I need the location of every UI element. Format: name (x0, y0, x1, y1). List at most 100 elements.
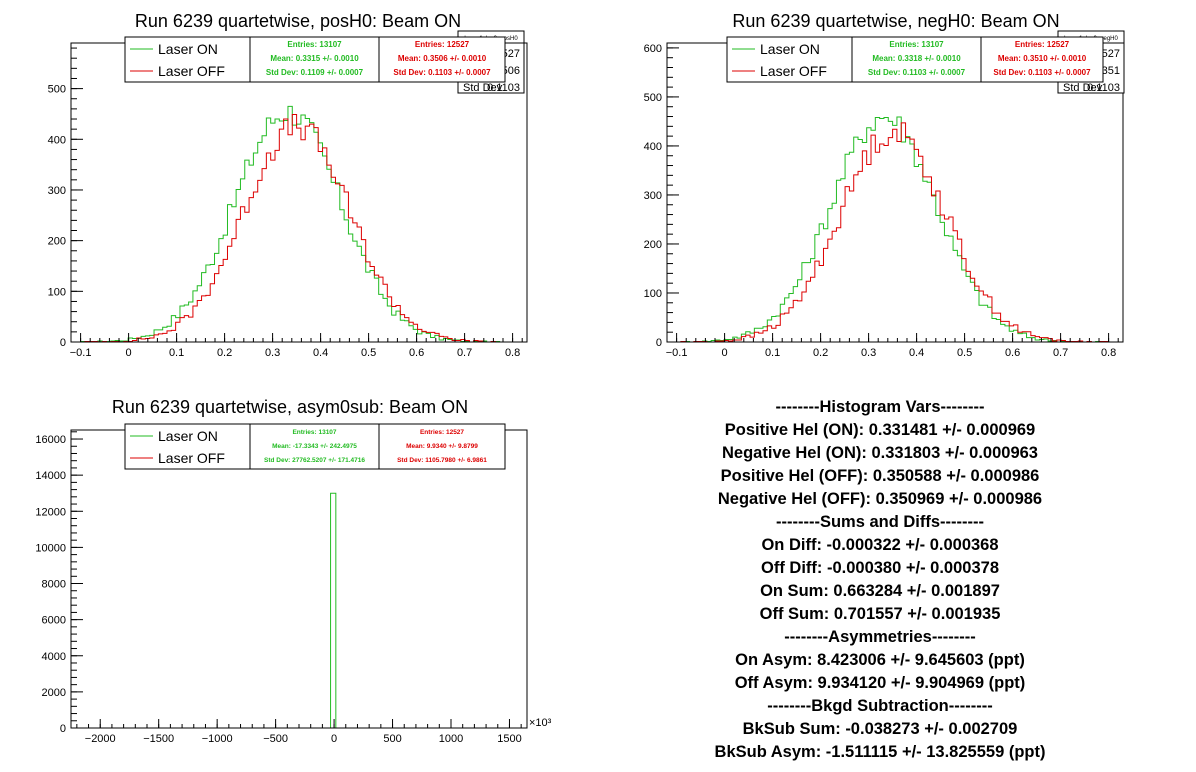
y-tick-label: 16000 (35, 434, 66, 446)
legend-on-stat: Std Dev: 0.1109 +/- 0.0007 (266, 68, 364, 77)
series-line-laser-on (330, 492, 337, 728)
chart-title: Run 6239 quartetwise, negH0: Beam ON (732, 11, 1059, 31)
x-tick-label: −500 (263, 733, 288, 745)
legend-on-stat: Mean: 0.3318 +/- 0.0010 (872, 54, 961, 63)
histogram-panel-2: Run 6239 quartetwise, negH0: Beam ON 0 100… (644, 11, 1125, 359)
x-tick-label: 0.5 (957, 347, 972, 359)
histogram-panel-3: Run 6239 quartetwise, asym0sub: Beam ON 0… (35, 397, 551, 745)
x-tick-label: 0.7 (457, 347, 472, 359)
x-tick-label: −1500 (143, 733, 174, 745)
y-tick-label: 12000 (35, 506, 66, 518)
x-tick-label: 0.4 (909, 347, 924, 359)
stat-box-key: Std Dev (1063, 82, 1103, 94)
y-tick-label: 10000 (35, 542, 66, 554)
legend-label-off: Laser OFF (158, 450, 225, 466)
x-tick-label: 500 (383, 733, 401, 745)
stat-box-value: 0.1103 (1087, 82, 1120, 94)
plot-area (330, 492, 337, 728)
x-tick-label: −0.1 (70, 347, 92, 359)
legend-box (726, 36, 1104, 83)
y-tick-label: 600 (644, 43, 662, 55)
y-tick-label: 200 (48, 236, 66, 248)
plot-frame (70, 429, 528, 729)
legend-off-stat: Entries: 12527 (415, 40, 470, 49)
y-tick-label: 200 (644, 239, 662, 251)
histogram-panel-1: Run 6239 quartetwise, posH0: Beam ON 0 100… (48, 11, 528, 359)
y-tick-label: 14000 (35, 470, 66, 482)
legend-on-stat: Entries: 13107 (287, 40, 342, 49)
legend-label-on: Laser ON (760, 41, 820, 57)
summary-line: BkSub Sum: -0.038273 +/- 0.002709 (742, 720, 1018, 738)
summary-line: Off Diff: -0.000380 +/- 0.000378 (761, 559, 999, 577)
x-tick-label: 0.7 (1053, 347, 1068, 359)
x-tick-label: 0 (722, 347, 728, 359)
x-tick-label: 0.3 (265, 347, 280, 359)
legend-label-on: Laser ON (158, 41, 218, 57)
stat-box-key: Std Dev (463, 82, 503, 94)
x-tick-label: 0.5 (361, 347, 376, 359)
y-tick-label: 4000 (42, 651, 66, 663)
y-tick-label: 500 (48, 84, 66, 96)
summary-line: --------Asymmetries-------- (784, 628, 976, 646)
chart-title: Run 6239 quartetwise, posH0: Beam ON (135, 11, 461, 31)
summary-line: Off Sum: 0.701557 +/- 0.001935 (759, 605, 1001, 623)
x-tick-label: 0.2 (813, 347, 828, 359)
y-tick-label: 400 (48, 134, 66, 146)
y-tick-label: 300 (644, 190, 662, 202)
legend-on-stat: Std Dev: 27762.5207 +/- 171.4716 (264, 457, 365, 464)
x-tick-label: −2000 (85, 733, 116, 745)
summary-line: BkSub Asym: -1.511115 +/- 13.825559 (ppt… (714, 743, 1046, 761)
y-tick-label: 400 (644, 141, 662, 153)
x-tick-label: 0.1 (765, 347, 780, 359)
legend-box (124, 423, 506, 470)
summary-line: Positive Hel (ON): 0.331481 +/- 0.000969 (724, 421, 1036, 439)
x-tick-label: 1000 (439, 733, 463, 745)
legend-off-stat: Mean: 0.3510 +/- 0.0010 (998, 54, 1087, 63)
series-line-laser-off (80, 113, 513, 342)
x-tick-label: 0.3 (861, 347, 876, 359)
summary-line: Negative Hel (OFF): 0.350969 +/- 0.00098… (717, 490, 1043, 508)
plot-area (676, 116, 1110, 342)
legend: Laser ON Laser OFF Entries: 13107 Mean: 0.3… (124, 36, 506, 83)
summary-line: On Sum: 0.663284 +/- 0.001897 (760, 582, 1000, 600)
summary-line: Negative Hel (ON): 0.331803 +/- 0.000963 (722, 444, 1038, 462)
summary-line: --------Bkgd Subtraction-------- (767, 697, 993, 715)
legend-off-stat: Std Dev: 0.1103 +/- 0.0007 (393, 68, 491, 77)
legend-off-stat: Entries: 12527 (420, 429, 464, 436)
legend: Laser ON Laser OFF Entries: 13107 Mean: 0.3… (726, 36, 1104, 83)
y-tick-label: 500 (644, 92, 662, 104)
x-tick-label: 0.6 (1005, 347, 1020, 359)
y-tick-label: 0 (60, 723, 66, 735)
legend-on-stat: Mean: 0.3315 +/- 0.0010 (270, 54, 359, 63)
x-tick-label: 0.2 (217, 347, 232, 359)
series-line-laser-off (676, 122, 1110, 342)
y-tick-label: 0 (60, 337, 66, 349)
legend-label-off: Laser OFF (158, 63, 225, 79)
legend-on-stat: Entries: 13107 (889, 40, 944, 49)
x-tick-label: 1500 (497, 733, 521, 745)
summary-line: Off Asym: 9.934120 +/- 9.904969 (ppt) (734, 674, 1026, 692)
x-tick-label: 0 (331, 733, 337, 745)
summary-line: On Asym: 8.423006 +/- 9.645603 (ppt) (735, 651, 1025, 669)
series-line-laser-on (676, 116, 1110, 342)
legend-on-stat: Std Dev: 0.1103 +/- 0.0007 (868, 68, 966, 77)
x-tick-label: 0.4 (313, 347, 328, 359)
summary-panel: --------Histogram Vars-------- Positive … (660, 396, 1100, 764)
x-tick-label: 0.8 (1101, 347, 1116, 359)
legend-on-stat: Mean: -17.3343 +/- 242.4975 (272, 443, 357, 450)
stat-box-value: 0.1103 (487, 82, 520, 94)
y-tick-label: 300 (48, 185, 66, 197)
legend-box (124, 36, 506, 83)
y-tick-label: 100 (48, 286, 66, 298)
series-line-laser-on (80, 105, 513, 342)
legend: Laser ON Laser OFF Entries: 13107 Mean: -17… (124, 423, 506, 470)
y-tick-label: 2000 (42, 687, 66, 699)
legend-label-on: Laser ON (158, 428, 218, 444)
legend-label-off: Laser OFF (760, 63, 827, 79)
x-tick-label: 0 (126, 347, 132, 359)
summary-line: --------Histogram Vars-------- (775, 398, 985, 416)
summary-line: On Diff: -0.000322 +/- 0.000368 (761, 536, 999, 554)
chart-title: Run 6239 quartetwise, asym0sub: Beam ON (112, 397, 468, 417)
legend-off-stat: Std Dev: 1105.7980 +/- 6.9861 (397, 457, 487, 464)
